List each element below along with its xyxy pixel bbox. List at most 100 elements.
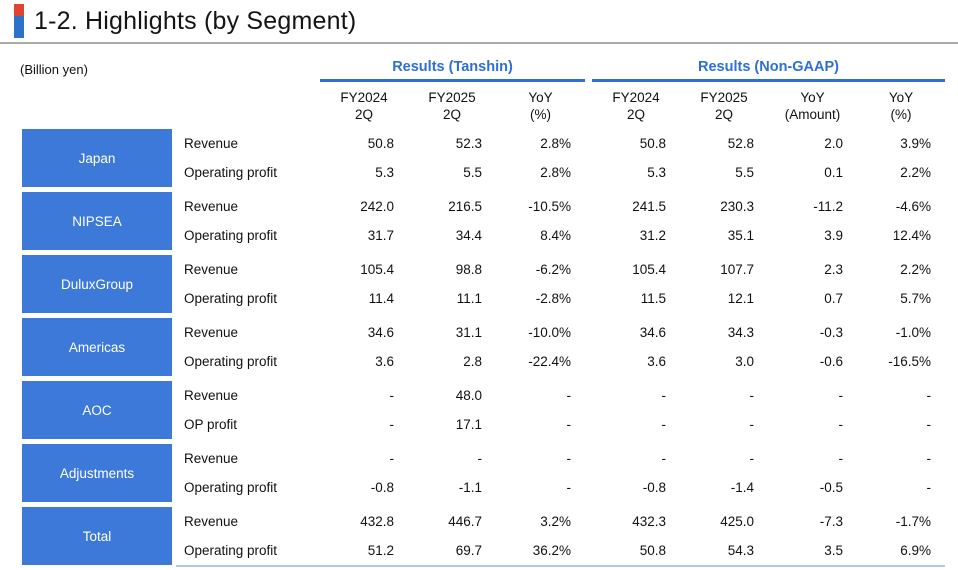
value-cell-tanshin: 8.4% (540, 228, 571, 243)
metric-label: Operating profit (184, 165, 278, 180)
segment-block: NIPSEA Revenue 242.0 216.5 -10.5% 241.5 230.3 -… (22, 192, 945, 250)
value-cell-nongaap: -0.5 (819, 480, 843, 495)
value-cell-nongaap: 5.3 (647, 165, 666, 180)
column-header-line2: (%) (890, 107, 912, 122)
value-cell-nongaap: - (661, 388, 667, 403)
value-cell-nongaap: -4.6% (895, 199, 931, 214)
metric-label: Operating profit (184, 480, 278, 495)
table-group-header-row: Results (Tanshin) Results (Non-GAAP) (22, 56, 945, 82)
value-cell-tanshin: 52.3 (455, 136, 482, 151)
value-cell-tanshin: 48.0 (455, 388, 482, 403)
value-cell-tanshin: -10.0% (528, 325, 571, 340)
metric-label: Operating profit (184, 543, 278, 558)
value-cell-nongaap: 52.8 (727, 136, 754, 151)
value-cell-nongaap: - (749, 451, 755, 466)
value-cell-tanshin: 31.7 (367, 228, 394, 243)
value-cell-nongaap: 5.5 (735, 165, 754, 180)
value-cell-nongaap: 11.5 (640, 291, 666, 306)
value-cell-tanshin: -10.5% (528, 199, 571, 214)
slide-header: 1-2. Highlights (by Segment) (14, 4, 356, 38)
value-cell-nongaap: - (926, 480, 932, 495)
value-cell-tanshin: 2.8% (540, 165, 571, 180)
metric-label: Operating profit (184, 291, 278, 306)
column-header: YoY (Amount) (768, 82, 857, 126)
metric-label: Revenue (184, 199, 239, 214)
column-header-line2: 2Q (442, 107, 461, 122)
column-header: FY2024 2Q (592, 82, 680, 126)
column-header-line1: FY2025 (700, 90, 748, 105)
value-cell-nongaap: 0.1 (824, 165, 843, 180)
value-cell-nongaap: 105.4 (632, 262, 666, 277)
value-cell-nongaap: 12.1 (727, 291, 754, 306)
value-cell-nongaap: - (661, 417, 667, 432)
value-cell-nongaap: - (838, 417, 844, 432)
value-cell-nongaap: 6.9% (900, 543, 931, 558)
value-cell-nongaap: -0.6 (819, 354, 843, 369)
value-cell-tanshin: - (389, 388, 395, 403)
value-cell-nongaap: -0.8 (642, 480, 666, 495)
value-cell-nongaap: 425.0 (720, 514, 754, 529)
column-header: YoY (%) (857, 82, 945, 126)
value-cell-tanshin: - (566, 388, 572, 403)
metric-label: Revenue (184, 262, 239, 277)
value-cell-tanshin: 5.5 (463, 165, 482, 180)
column-header: FY2025 2Q (680, 82, 768, 126)
value-cell-nongaap: -0.3 (819, 325, 843, 340)
value-cell-nongaap: 50.8 (639, 136, 666, 151)
value-cell-tanshin: - (566, 480, 572, 495)
table-column-header-row: FY2024 2Q FY2025 2Q YoY (%) FY2024 2Q FY2025 2Q Yo… (22, 82, 945, 126)
value-cell-nongaap: 35.1 (727, 228, 754, 243)
value-cell-nongaap: 2.2% (900, 165, 931, 180)
value-cell-tanshin: 216.5 (448, 199, 482, 214)
column-header: FY2025 2Q (408, 82, 496, 126)
value-cell-nongaap: -1.0% (895, 325, 931, 340)
column-header-line1: FY2024 (340, 90, 388, 105)
page-title: 1-2. Highlights (by Segment) (34, 6, 357, 35)
value-cell-tanshin: - (477, 451, 483, 466)
value-cell-tanshin: 446.7 (448, 514, 482, 529)
table-bottom-rule (176, 565, 945, 567)
value-cell-tanshin: 11.1 (456, 291, 482, 306)
column-header-line2: (Amount) (784, 107, 841, 122)
value-cell-nongaap: 54.3 (727, 543, 754, 558)
column-header-line1: FY2025 (428, 90, 476, 105)
column-header-line1: YoY (800, 90, 825, 105)
value-cell-tanshin: 2.8% (540, 136, 571, 151)
value-cell-nongaap: 5.7% (900, 291, 931, 306)
metric-label: OP profit (184, 417, 238, 432)
value-cell-nongaap: - (661, 451, 667, 466)
value-cell-nongaap: - (838, 388, 844, 403)
value-cell-nongaap: 230.3 (720, 199, 754, 214)
value-cell-tanshin: 2.8 (463, 354, 482, 369)
metric-label: Revenue (184, 136, 239, 151)
value-cell-nongaap: - (749, 417, 755, 432)
column-header-line2: 2Q (354, 107, 373, 122)
segment-block: Total Revenue 432.8 446.7 3.2% 432.3 425.0 -7.3… (22, 507, 945, 565)
value-cell-nongaap: 3.9% (900, 136, 931, 151)
value-cell-nongaap: 2.2% (900, 262, 931, 277)
value-cell-nongaap: - (926, 451, 932, 466)
segment-label: Adjustments (22, 444, 172, 502)
segment-block: AOC Revenue - 48.0 - - - - - OP profit - 17.1 - - - - - (22, 381, 945, 439)
value-cell-nongaap: -16.5% (888, 354, 931, 369)
value-cell-nongaap: 0.7 (824, 291, 843, 306)
segment-label: Japan (22, 129, 172, 187)
value-cell-nongaap: - (926, 417, 932, 432)
value-cell-tanshin: 3.6 (375, 354, 394, 369)
column-header-line1: YoY (528, 90, 553, 105)
column-header-line2: (%) (530, 107, 551, 122)
metric-label: Revenue (184, 325, 239, 340)
value-cell-tanshin: 11.4 (368, 291, 394, 306)
value-cell-tanshin: -22.4% (528, 354, 571, 369)
value-cell-nongaap: - (926, 388, 932, 403)
segment-highlights-table: (Billion yen) Results (Tanshin) Results … (20, 56, 945, 567)
value-cell-tanshin: 69.7 (455, 543, 482, 558)
metric-label: Revenue (184, 514, 239, 529)
value-cell-nongaap: 12.4% (892, 228, 931, 243)
value-cell-tanshin: 105.4 (360, 262, 394, 277)
segment-label: NIPSEA (22, 192, 172, 250)
value-cell-nongaap: - (749, 388, 755, 403)
value-cell-tanshin: 36.2% (532, 543, 571, 558)
metric-label: Operating profit (184, 354, 278, 369)
column-header: FY2024 2Q (320, 82, 408, 126)
